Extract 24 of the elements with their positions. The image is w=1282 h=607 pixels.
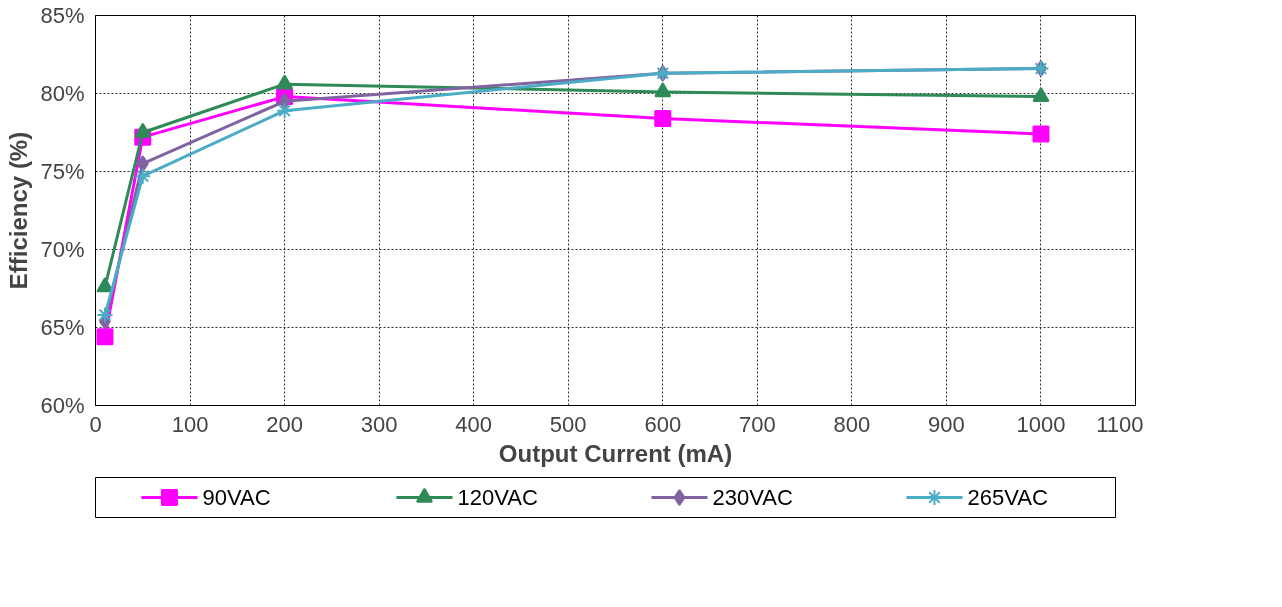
y-tick-label: 80% (40, 81, 85, 106)
legend-label: 265VAC (967, 485, 1049, 510)
x-tick-label: 1100 (1096, 411, 1144, 437)
y-tick-label: 70% (40, 237, 85, 262)
x-tick-label: 100 (171, 411, 209, 437)
legend-label: 90VAC (202, 485, 271, 510)
x-tick-label: 800 (833, 411, 871, 437)
x-tick-label: 300 (360, 411, 398, 437)
y-tick-label: 85% (40, 3, 85, 28)
x-tick-label: 400 (455, 411, 493, 437)
x-tick-label: 900 (928, 411, 965, 437)
x-tick-label: 600 (644, 411, 682, 437)
x-tick-label: 200 (266, 411, 303, 437)
x-axis-title: Output Current (mA) (498, 439, 733, 467)
y-tick-label: 75% (40, 159, 85, 184)
x-tick-label: 0 (89, 411, 102, 437)
x-tick-label: 1000 (1016, 411, 1066, 437)
y-tick-label: 65% (40, 315, 85, 340)
legend-label: 120VAC (457, 485, 539, 510)
legend-label: 230VAC (712, 485, 794, 510)
y-tick-label: 60% (40, 393, 85, 418)
y-axis-title: Efficiency (%) (5, 131, 33, 290)
x-tick-label: 500 (549, 411, 587, 437)
x-tick-label: 700 (738, 411, 776, 437)
